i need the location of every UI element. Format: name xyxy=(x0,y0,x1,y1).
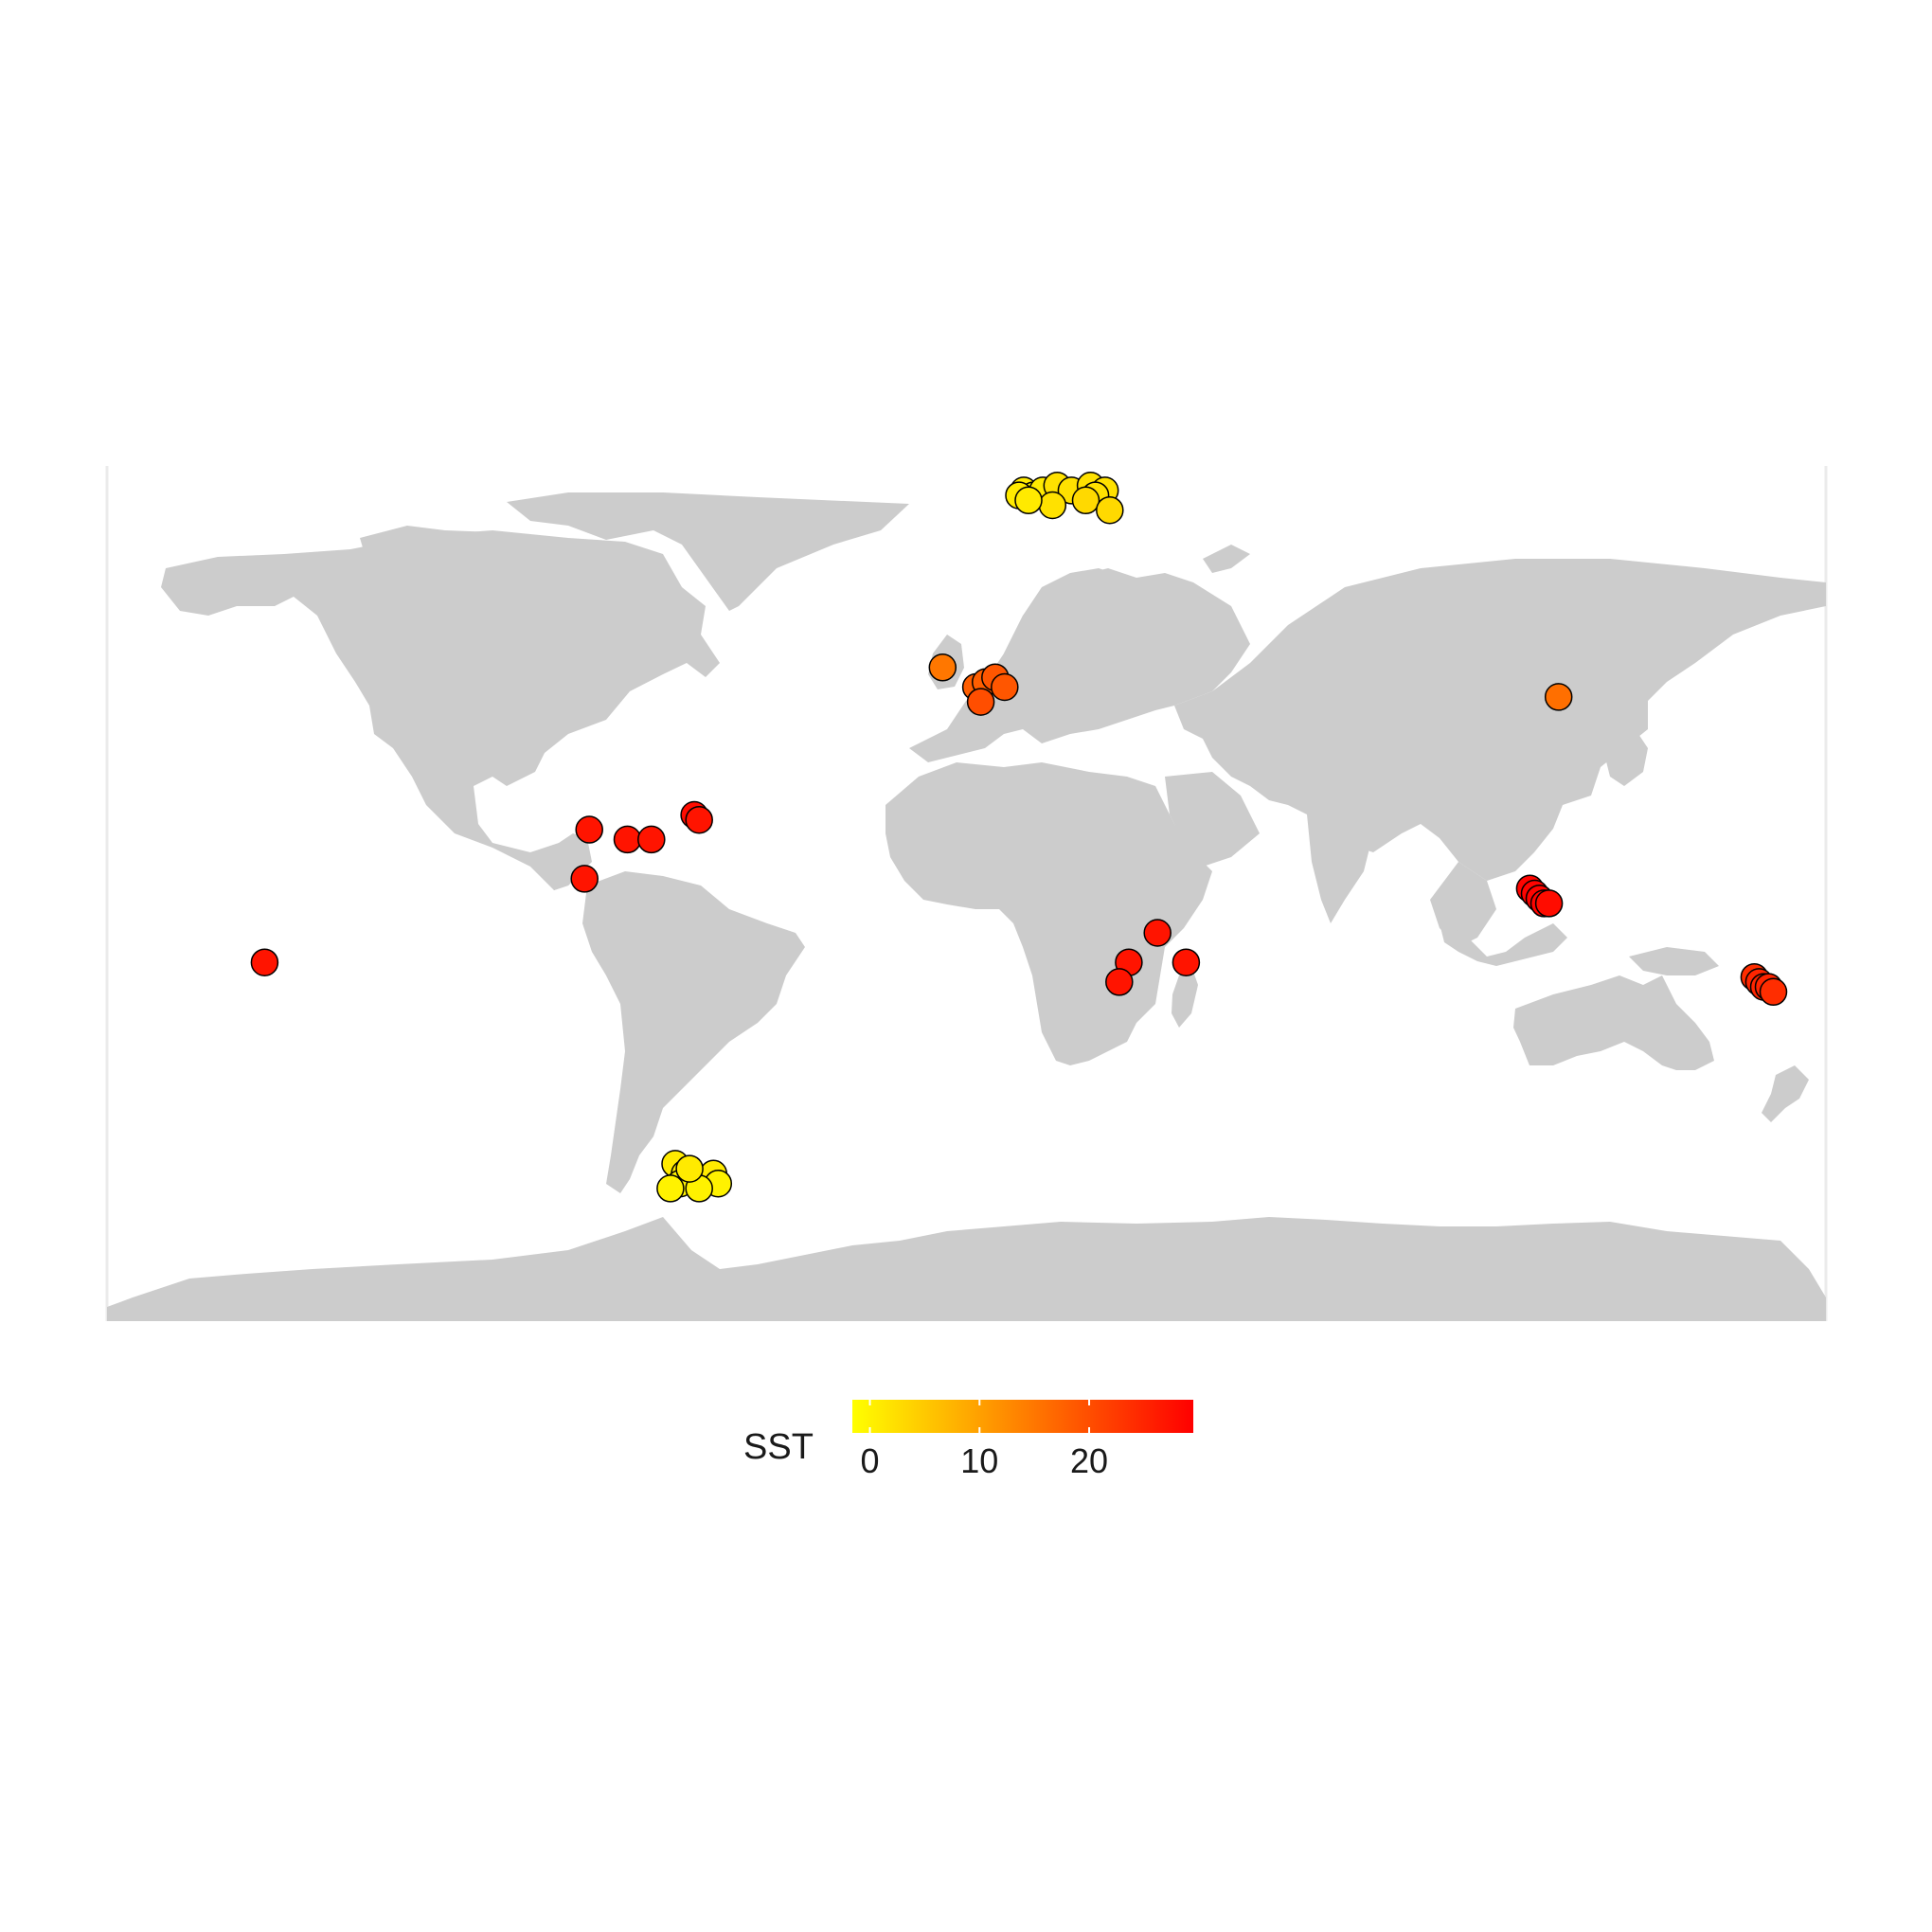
sample-point-20 xyxy=(575,815,603,844)
sample-point-19 xyxy=(1544,683,1573,711)
land-greenland xyxy=(507,492,909,611)
colorbar-ticks: 0 10 20 xyxy=(861,1400,1108,1480)
land-arctic-islands xyxy=(360,526,587,582)
land-india xyxy=(1307,814,1373,923)
sample-point-40 xyxy=(1759,977,1788,1007)
sample-point-17 xyxy=(991,672,1019,702)
land-europe xyxy=(909,568,1250,762)
sample-point-30 xyxy=(1105,968,1134,996)
sample-point-11 xyxy=(1096,495,1124,525)
color-legend: SST 0 10 20 xyxy=(743,1400,1193,1480)
land-madagascar xyxy=(1172,966,1198,1028)
land-north-america xyxy=(161,530,720,890)
data-points xyxy=(250,472,1788,1203)
sample-point-21 xyxy=(613,825,642,854)
colorbar-tick-label-10: 10 xyxy=(960,1441,998,1480)
land-new-zealand xyxy=(1762,1065,1809,1122)
sample-point-26 xyxy=(250,948,279,976)
land-asia xyxy=(1174,559,1826,881)
land-south-america xyxy=(582,871,805,1193)
sample-point-18 xyxy=(966,688,995,716)
land-arctic-eurasia xyxy=(1203,545,1250,573)
land-scandinavia xyxy=(1004,568,1127,672)
sample-point-25 xyxy=(570,865,599,893)
legend-title: SST xyxy=(743,1427,814,1467)
sample-point-9 xyxy=(1038,491,1067,520)
colorbar-tick-label-0: 0 xyxy=(861,1441,880,1480)
land-antarctica xyxy=(107,1217,1826,1321)
sample-point-10 xyxy=(1071,486,1100,515)
colorbar-tick-label-20: 20 xyxy=(1070,1441,1108,1480)
sample-point-35 xyxy=(1534,889,1564,918)
land-australia xyxy=(1513,975,1714,1070)
sample-point-22 xyxy=(637,825,666,854)
land-japan xyxy=(1605,720,1648,786)
map-panel xyxy=(105,466,1828,1321)
sample-point-48 xyxy=(656,1174,685,1203)
sample-point-27 xyxy=(1143,919,1172,947)
land-arabia xyxy=(1165,772,1260,867)
land-southeast-asia xyxy=(1430,862,1496,947)
colorbar xyxy=(852,1400,1193,1433)
sample-point-12 xyxy=(1014,486,1043,515)
sample-point-28 xyxy=(1172,948,1201,976)
land-new-guinea xyxy=(1629,947,1719,975)
land-indonesia xyxy=(1440,923,1567,966)
sample-point-24 xyxy=(685,805,713,834)
sample-point-13 xyxy=(928,653,957,682)
sample-point-50 xyxy=(675,1154,704,1183)
